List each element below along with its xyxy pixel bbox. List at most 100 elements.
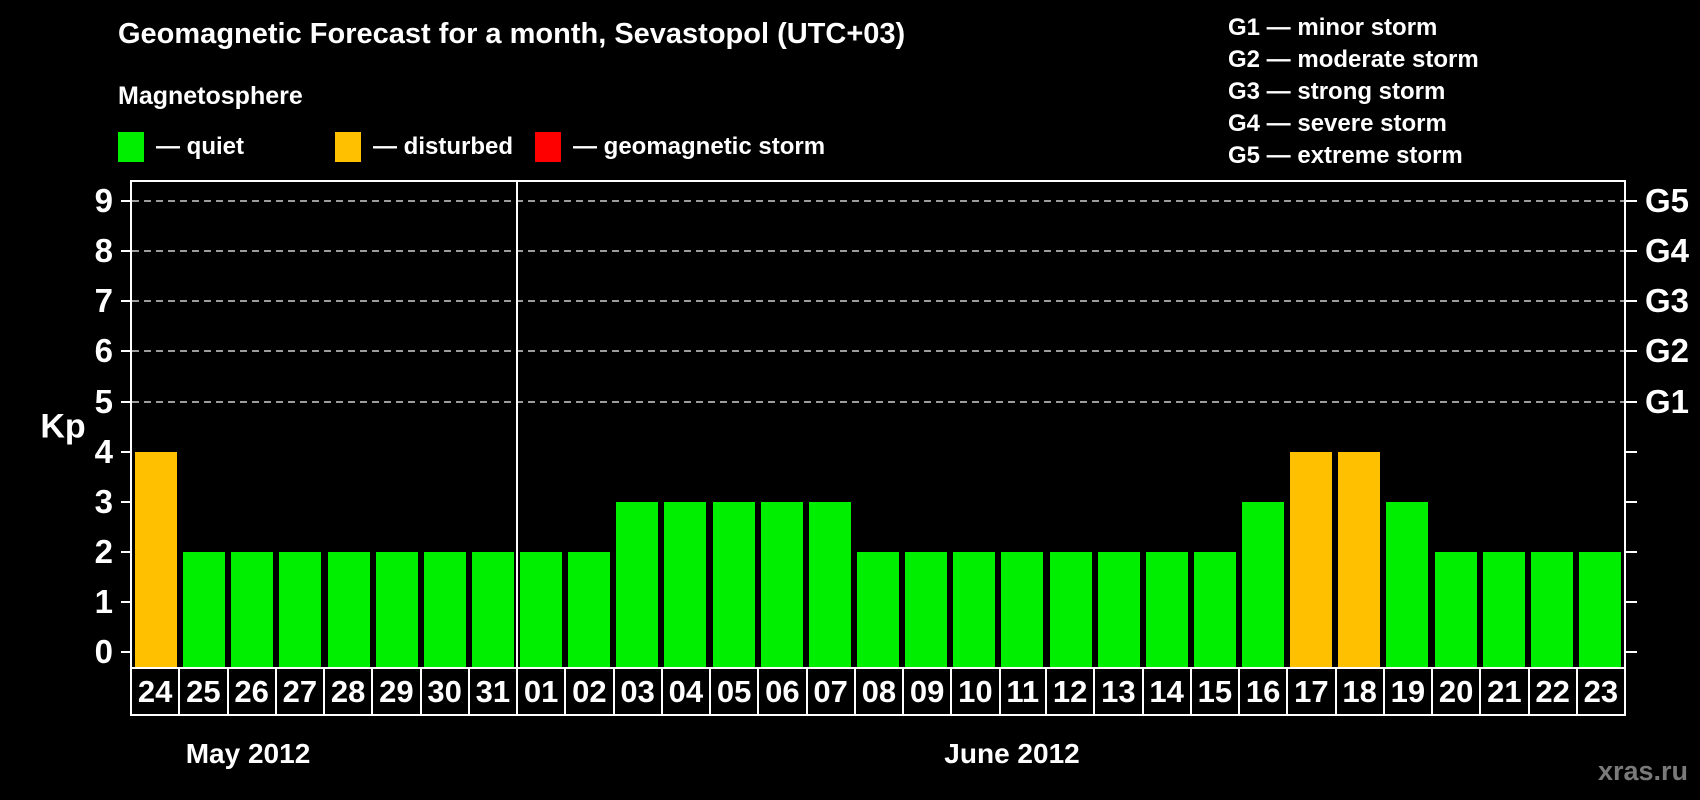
y-axis-title: Kp	[40, 407, 86, 446]
date-cell-14: 14	[1141, 667, 1192, 716]
kp-bar-day-10	[953, 551, 996, 667]
date-cell-26: 26	[226, 667, 277, 716]
g3-scale-line: G3 — strong storm	[1228, 78, 1446, 105]
kp-bar-day-13	[1097, 551, 1140, 667]
month-label-june: June 2012	[944, 738, 1080, 769]
kp-bar-day-30	[423, 551, 466, 667]
kp-bar-day-12	[1049, 551, 1092, 667]
date-cell-12: 12	[1045, 667, 1096, 716]
date-cell-10: 10	[950, 667, 1001, 716]
date-cell-30: 30	[419, 667, 470, 716]
kp-bar-day-05	[712, 501, 755, 667]
date-cell-20: 20	[1431, 667, 1482, 716]
kp-bar-day-24	[135, 451, 178, 667]
g-storm-scale-legend: G1 — minor storm G2 — moderate storm G3 …	[1228, 12, 1479, 172]
kp-bar-day-26	[231, 551, 274, 667]
kp-bar-day-03	[616, 501, 659, 667]
kp-bar-day-16	[1242, 501, 1285, 667]
y-tick-right-0	[1626, 651, 1637, 653]
month-label-may: May 2012	[185, 738, 311, 769]
y-tick-label-6: 6	[94, 332, 113, 370]
g1-scale-line: G1 — minor storm	[1228, 14, 1438, 41]
y-tick-right-8	[1626, 250, 1637, 253]
date-cell-21: 21	[1479, 667, 1530, 716]
kp-bar-day-06	[760, 501, 803, 667]
kp-bar-day-01	[520, 551, 563, 667]
kp-bar-day-27	[279, 551, 322, 667]
kp-bar-day-07	[808, 501, 851, 667]
y-tick-right-5	[1626, 400, 1637, 403]
date-cell-03: 03	[612, 667, 663, 716]
kp-bar-day-15	[1193, 551, 1236, 667]
y-tick-label-7: 7	[94, 282, 113, 320]
g5-scale-line: G5 — extreme storm	[1228, 142, 1463, 169]
kp-bar-day-22	[1530, 551, 1573, 667]
page-title: Geomagnetic Forecast for a month, Sevast…	[118, 18, 906, 50]
g4-scale-line: G4 — severe storm	[1228, 110, 1447, 137]
kp-bar-day-20	[1434, 551, 1477, 667]
y-tick-label-3: 3	[94, 482, 113, 520]
kp-bar-day-14	[1145, 551, 1188, 667]
legend-item-geomagnetic-storm: — geomagnetic storm	[535, 131, 825, 163]
legend-item-label: — geomagnetic storm	[573, 133, 826, 160]
kp-bar-day-28	[327, 551, 370, 667]
disturbed-color-swatch	[335, 132, 361, 162]
date-cell-29: 29	[371, 667, 422, 716]
kp-bar-day-29	[375, 551, 418, 667]
g-scale-label-g1: G1	[1645, 382, 1690, 420]
storm-color-swatch	[535, 132, 561, 162]
y-tick-label-8: 8	[94, 232, 113, 270]
date-cell-22: 22	[1527, 667, 1578, 716]
date-cell-04: 04	[660, 667, 711, 716]
kp-bar-day-25	[183, 551, 226, 667]
legend-item-label: — disturbed	[373, 133, 514, 160]
legend-item-disturbed: — disturbed	[335, 131, 513, 163]
date-cell-13: 13	[1093, 667, 1144, 716]
legend-item-quiet: — quiet	[118, 131, 244, 163]
y-tick-label-2: 2	[94, 532, 113, 570]
kp-bar-day-18	[1338, 451, 1381, 667]
kp-gridline-6	[132, 350, 1624, 353]
kp-bar-day-02	[568, 551, 611, 667]
y-tick-right-1	[1626, 600, 1637, 603]
y-tick-right-9	[1626, 200, 1637, 203]
kp-bar-day-09	[905, 551, 948, 667]
date-axis-row: 24 25 26 27 28 29 30 31 01 02 03 04 05 06 07 08 09 10 11 12…	[130, 667, 1627, 716]
g-scale-label-g2: G2	[1645, 332, 1690, 370]
date-cell-31: 31	[467, 667, 518, 716]
date-cell-11: 11	[998, 667, 1048, 716]
kp-gridline-5	[132, 400, 1624, 403]
kp-bar-day-17	[1290, 451, 1333, 667]
g2-scale-line: G2 — moderate storm	[1228, 46, 1479, 73]
y-tick-label-0: 0	[94, 633, 113, 670]
date-cell-24: 24	[130, 667, 181, 716]
date-cell-19: 19	[1382, 667, 1434, 716]
kp-bar-day-08	[857, 551, 899, 667]
kp-gridline-8	[132, 250, 1624, 253]
y-tick-right-2	[1626, 550, 1637, 553]
date-cell-18: 18	[1334, 667, 1385, 716]
date-cell-07: 07	[805, 667, 856, 716]
y-tick-label-1: 1	[94, 582, 113, 620]
date-cell-28: 28	[323, 667, 374, 716]
kp-bar-day-04	[664, 501, 707, 667]
y-tick-right-4	[1626, 450, 1637, 453]
date-cell-25: 25	[178, 667, 229, 716]
date-cell-16: 16	[1238, 667, 1289, 716]
date-cell-27: 27	[274, 667, 325, 716]
date-cell-15: 15	[1189, 667, 1241, 716]
g-scale-label-g3: G3	[1645, 282, 1690, 320]
g-scale-label-g4: G4	[1645, 232, 1690, 270]
watermark: xras.ru	[1597, 756, 1688, 786]
magnetosphere-legend-heading: Magnetosphere	[118, 82, 303, 110]
g-scale-label-g5: G5	[1645, 182, 1690, 220]
legend-item-label: — quiet	[156, 133, 244, 160]
date-cell-05: 05	[709, 667, 760, 716]
y-tick-right-3	[1626, 500, 1637, 503]
month-separator-line	[516, 182, 519, 667]
date-cell-06: 06	[757, 667, 808, 716]
kp-bar-day-31	[471, 551, 514, 667]
date-cell-08: 08	[853, 667, 904, 716]
y-tick-right-6	[1626, 350, 1637, 353]
